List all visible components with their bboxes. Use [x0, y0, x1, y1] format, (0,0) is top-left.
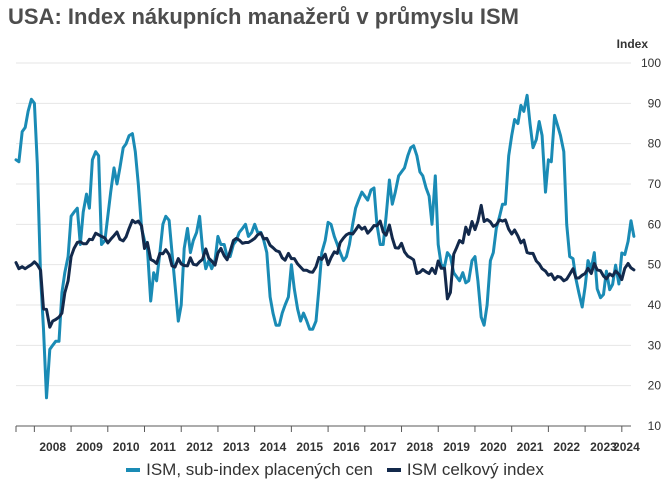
x-tick-label-2015: 2015: [296, 440, 323, 454]
x-tick-label-2013: 2013: [223, 440, 250, 454]
x-tick-label-2019: 2019: [443, 440, 470, 454]
y-tick-label-100: 100: [641, 56, 661, 70]
x-tick-label-2008: 2008: [39, 440, 66, 454]
x-tick-label-2020: 2020: [480, 440, 507, 454]
series-line-prices: [14, 93, 636, 400]
y-tick-label-40: 40: [648, 298, 662, 312]
x-tick-label-2009: 2009: [76, 440, 103, 454]
x-tick-label-2018: 2018: [407, 440, 434, 454]
line-chart: 10 20 30 40 50 60 70 80 90 100 Index 2008 2009 2010 20…: [14, 37, 662, 454]
y-tick-label-80: 80: [648, 137, 662, 151]
x-tick-label-2016: 2016: [333, 440, 360, 454]
y-axis-unit-label: Index: [617, 37, 649, 51]
y-tick-label-50: 50: [648, 258, 662, 272]
y-tick-label-90: 90: [648, 96, 662, 110]
legend-label-headline: ISM celkový index: [406, 460, 544, 479]
legend: ISM, sub-index placených cen ISM celkový…: [0, 460, 670, 480]
x-tick-label-2012: 2012: [186, 440, 213, 454]
chart-title: USA: Index nákupních manažerů v průmyslu…: [8, 4, 519, 29]
x-tick-label-2011: 2011: [150, 440, 176, 454]
legend-item-prices: ISM, sub-index placených cen: [126, 460, 373, 480]
x-tick-label-2010: 2010: [113, 440, 140, 454]
x-tick-label-2022: 2022: [553, 440, 580, 454]
legend-swatch-prices: [126, 468, 141, 472]
y-tick-label-70: 70: [648, 177, 662, 191]
y-tick-label-30: 30: [648, 338, 662, 352]
legend-swatch-headline: [386, 468, 401, 472]
series-line-headline: [14, 203, 636, 329]
x-tick-label-2014: 2014: [260, 440, 287, 454]
x-tick-label-2023: 2023: [590, 440, 617, 454]
x-tick-label-2024: 2024: [613, 440, 640, 454]
y-tick-label-20: 20: [648, 379, 662, 393]
y-tick-label-10: 10: [648, 419, 662, 433]
x-tick-label-2017: 2017: [370, 440, 397, 454]
legend-item-headline: ISM celkový index: [386, 460, 544, 480]
y-tick-label-60: 60: [648, 217, 662, 231]
x-tick-label-2021: 2021: [517, 440, 544, 454]
legend-label-prices: ISM, sub-index placených cen: [146, 460, 373, 479]
